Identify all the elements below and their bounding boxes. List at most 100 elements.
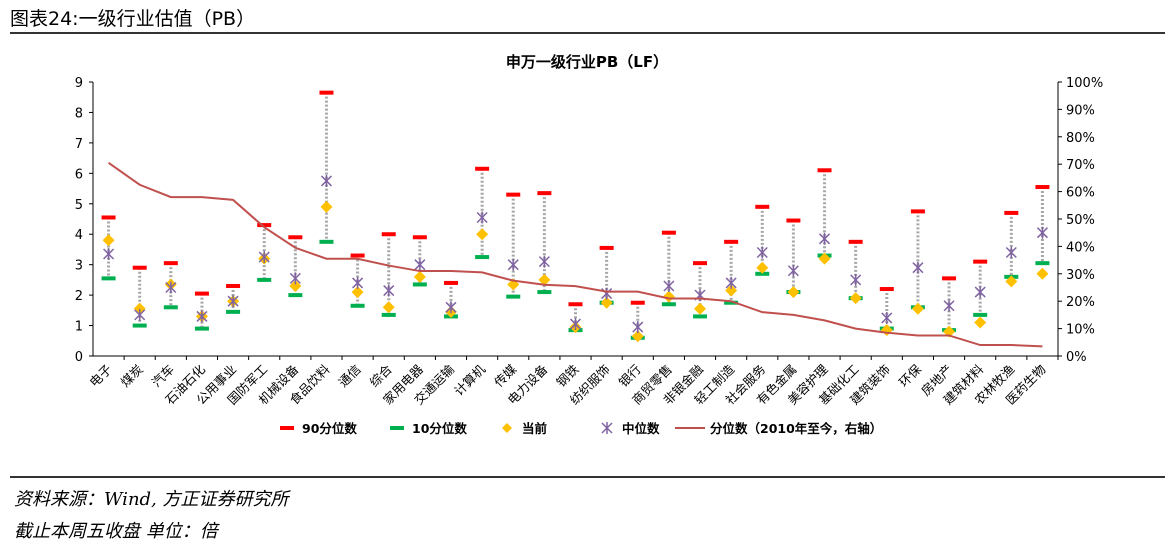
p90-mark [475, 166, 490, 171]
p90-mark [381, 232, 396, 237]
y2-tick-label: 0% [1066, 350, 1087, 365]
source-rule [10, 476, 1165, 478]
median-mark [756, 246, 768, 259]
p90-mark [319, 90, 334, 95]
p10-mark [475, 255, 490, 260]
y2-tick-label: 60% [1066, 186, 1095, 201]
median-mark [507, 258, 519, 271]
current-mark [662, 290, 675, 303]
p10-mark [973, 312, 988, 317]
y-tick-label: 5 [75, 198, 83, 213]
current-mark [351, 286, 364, 299]
p90-mark [693, 261, 708, 266]
median-mark [320, 174, 332, 187]
y2-tick-label: 90% [1066, 103, 1095, 118]
p90-mark [412, 235, 427, 240]
p10-mark [288, 293, 303, 298]
y2-tick-label: 10% [1066, 323, 1095, 338]
p90-mark [443, 280, 458, 285]
legend-swatch [280, 426, 294, 430]
current-mark [694, 302, 707, 315]
current-mark [880, 324, 893, 337]
p10-mark [381, 312, 396, 317]
x-tick-label: 煤炭 [118, 362, 146, 390]
legend-swatch [601, 422, 613, 434]
p90-mark [226, 283, 241, 288]
y2-tick-label: 70% [1066, 158, 1095, 173]
legend-swatch [390, 426, 404, 430]
y2-tick-label: 40% [1066, 240, 1095, 255]
median-mark [601, 287, 613, 300]
median-mark [103, 248, 115, 261]
legend-label: 中位数 [622, 421, 660, 436]
median-mark [383, 284, 395, 297]
p90-mark [257, 223, 272, 228]
x-tick-label: 通信 [335, 362, 363, 390]
y-tick-label: 3 [75, 259, 83, 274]
y2-tick-label: 50% [1066, 213, 1095, 228]
p90-mark [973, 259, 988, 264]
p90-mark [1035, 185, 1050, 190]
current-mark [818, 252, 831, 265]
p90-mark [132, 265, 147, 270]
chart-title: 申万一级行业PB（LF） [506, 53, 668, 71]
p90-mark [910, 209, 925, 214]
current-mark [725, 284, 738, 297]
p90-mark [350, 253, 365, 258]
median-mark [881, 311, 893, 324]
percentile-line [107, 162, 1043, 348]
current-mark [631, 330, 644, 343]
p90-mark [879, 287, 894, 292]
median-mark [943, 299, 955, 312]
source-text: 资料来源：Wind, 方正证券研究所 [14, 489, 289, 510]
current-mark [911, 302, 924, 315]
p10-mark [319, 239, 334, 244]
y2-tick-label: 20% [1066, 295, 1095, 310]
current-mark [289, 279, 302, 292]
median-mark [352, 276, 364, 289]
p10-mark [661, 302, 676, 307]
y-tick-label: 6 [75, 167, 83, 182]
p10-mark [1035, 261, 1050, 266]
p90-mark [848, 239, 863, 244]
median-mark [414, 258, 426, 271]
median-mark [850, 273, 862, 286]
p90-mark [506, 192, 521, 197]
p90-mark [163, 261, 178, 266]
p10-mark [724, 300, 739, 305]
y2-tick-label: 100% [1066, 76, 1103, 91]
note-text: 截止本周五收盘 单位：倍 [14, 521, 218, 542]
p90-mark [537, 191, 552, 196]
p10-mark [163, 305, 178, 310]
median-mark [538, 255, 550, 268]
p10-mark [537, 290, 552, 295]
p90-mark [1004, 210, 1019, 215]
p10-mark [101, 276, 116, 281]
current-mark [382, 301, 395, 314]
current-mark [849, 292, 862, 305]
legend-label: 90分位数 [302, 421, 357, 436]
figure-title: 图表24:一级行业估值（PB） [10, 8, 256, 30]
median-mark [1005, 246, 1017, 259]
median-mark [1036, 226, 1048, 239]
current-mark [102, 234, 115, 247]
p90-mark [630, 300, 645, 305]
p10-mark [412, 282, 427, 287]
current-mark [787, 286, 800, 299]
p10-mark [506, 294, 521, 299]
legend-label: 当前 [522, 421, 548, 436]
y-tick-label: 9 [75, 76, 83, 91]
y2-tick-label: 30% [1066, 268, 1095, 283]
y-tick-label: 8 [75, 106, 83, 121]
p90-mark [101, 215, 116, 220]
p90-mark [942, 276, 957, 281]
median-mark [974, 286, 986, 299]
median-mark [476, 211, 488, 224]
median-mark [196, 310, 208, 323]
current-mark [538, 273, 551, 286]
median-mark [787, 264, 799, 277]
p90-mark [288, 235, 303, 240]
p10-mark [693, 314, 708, 319]
median-mark [912, 261, 924, 274]
p10-mark [194, 326, 209, 331]
